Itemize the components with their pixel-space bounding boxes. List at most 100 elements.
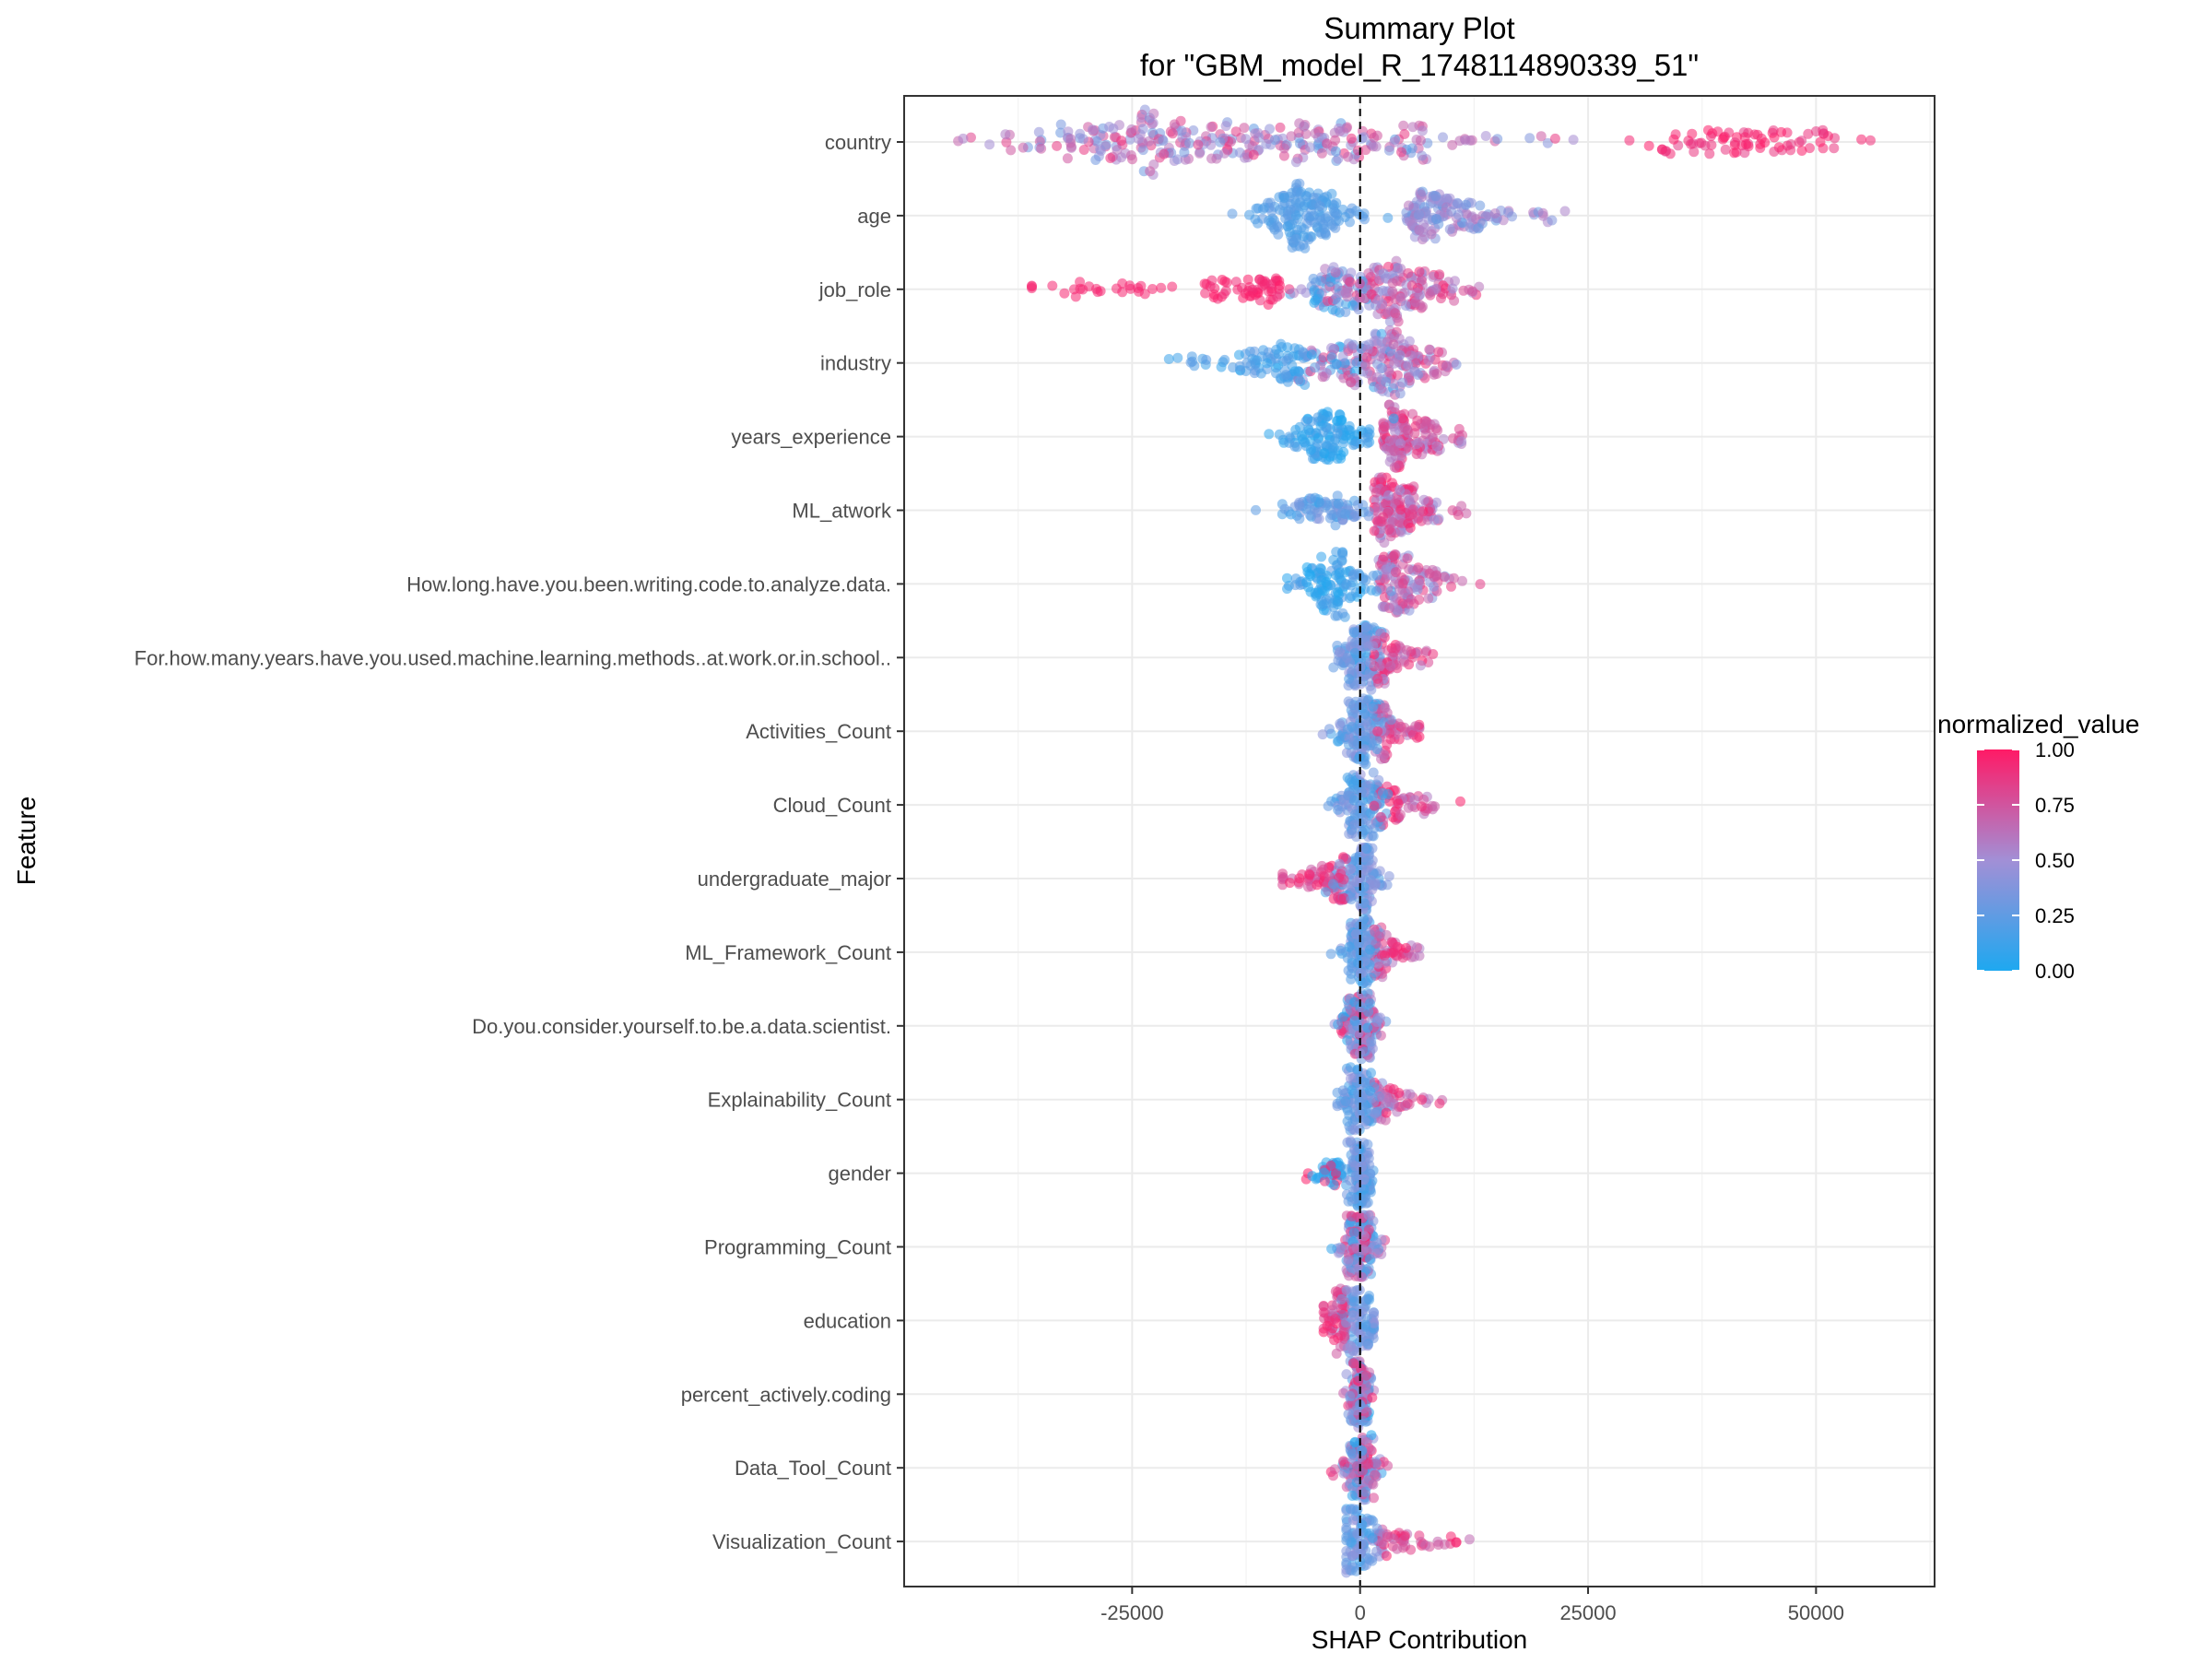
shap-point (1290, 157, 1301, 168)
shap-point (1305, 444, 1316, 455)
shap-point (1349, 439, 1360, 450)
shap-point (1729, 148, 1740, 159)
shap-point (1206, 122, 1217, 133)
shap-point (1310, 362, 1321, 373)
shap-point (1749, 129, 1760, 140)
shap-point (1194, 148, 1205, 159)
shap-point (1739, 148, 1750, 159)
shap-point (1375, 1030, 1386, 1041)
y-label-undergraduate-major: undergraduate_major (698, 867, 891, 891)
shap-point (1294, 873, 1305, 884)
shap-point (1344, 420, 1355, 431)
shap-point (1385, 661, 1396, 671)
shap-point (1167, 128, 1178, 139)
y-label-activities-count: Activities_Count (746, 720, 891, 743)
shap-point (1347, 1491, 1358, 1501)
shap-point (1348, 1227, 1359, 1238)
shap-point (1363, 268, 1374, 278)
shap-point (1145, 166, 1156, 177)
shap-point (1366, 684, 1377, 695)
shap-point (1397, 377, 1408, 388)
shap-point (1364, 1294, 1375, 1305)
shap-point (1370, 926, 1381, 938)
shap-point (1687, 128, 1698, 139)
shap-point (1200, 288, 1211, 299)
shap-point (1424, 288, 1435, 299)
shap-point (1147, 284, 1158, 294)
shap-point (1335, 453, 1347, 464)
shap-point (1796, 146, 1807, 156)
shap-point (1372, 726, 1383, 737)
shap-point (1328, 1470, 1338, 1481)
shap-point (1176, 125, 1187, 136)
shap-point (1228, 362, 1239, 373)
shap-point (1441, 360, 1453, 372)
shap-point (1704, 148, 1715, 159)
shap-point (1311, 591, 1322, 602)
shap-point (1362, 1022, 1373, 1033)
shap-point (1159, 148, 1170, 159)
shap-point (1233, 349, 1244, 360)
shap-point (1271, 368, 1281, 379)
shap-point (1027, 283, 1037, 294)
shap-point (1465, 135, 1476, 146)
shap-point (1399, 722, 1410, 733)
shap-point (1388, 413, 1399, 424)
y-label-explainability-count: Explainability_Count (708, 1089, 891, 1112)
shap-point (1275, 122, 1286, 133)
shap-point (1345, 657, 1356, 668)
shap-point (1411, 358, 1421, 369)
shap-point (1293, 366, 1303, 376)
shap-point (1318, 427, 1329, 438)
shap-point (1169, 119, 1180, 130)
shap-point (1294, 197, 1305, 208)
shap-point (1335, 1242, 1346, 1253)
shap-point (1333, 804, 1344, 815)
shap-point (1399, 656, 1410, 667)
shap-point (1316, 860, 1327, 871)
shap-point (1403, 598, 1414, 609)
shap-point (1337, 351, 1348, 362)
shap-point (1424, 344, 1435, 355)
shap-point (1433, 218, 1444, 230)
y-label-do-you-consider-yourself-to-be-a-data-scientist: Do.you.consider.yourself.to.be.a.data.sc… (472, 1015, 891, 1038)
shap-point (1095, 144, 1106, 155)
shap-point (1415, 135, 1426, 146)
shap-point (1055, 119, 1066, 130)
shap-point (1387, 286, 1398, 297)
shap-point (1306, 349, 1317, 360)
shap-point (1433, 1540, 1444, 1551)
shap-point (1382, 1531, 1393, 1542)
shap-point (1404, 564, 1415, 575)
shap-point (1289, 441, 1300, 452)
shap-point (1244, 209, 1254, 220)
shap-point (1290, 424, 1301, 435)
shap-point (1411, 449, 1422, 459)
y-label-job-role: job_role (818, 278, 891, 301)
shap-point (1340, 288, 1351, 299)
shap-point (1461, 199, 1471, 210)
shap-point (1193, 139, 1204, 150)
shap-point (1434, 269, 1445, 280)
shap-point (1077, 134, 1088, 145)
shap-point (1349, 647, 1360, 658)
shap-point (1208, 292, 1219, 302)
shap-point (1433, 347, 1444, 358)
shap-point (1062, 153, 1073, 164)
shap-point (1337, 1011, 1348, 1022)
shap-point (1334, 858, 1345, 869)
shap-point (1348, 626, 1359, 637)
shap-point (1300, 128, 1312, 139)
shap-point (1047, 280, 1058, 291)
shap-point (1201, 354, 1212, 365)
shap-point (1363, 1210, 1374, 1221)
shap-point (1347, 828, 1358, 839)
shap-point (1380, 564, 1391, 575)
shap-point (1318, 352, 1329, 363)
shap-point (1308, 210, 1319, 221)
shap-point (1326, 352, 1337, 363)
shap-point (1184, 137, 1195, 148)
shap-point (1428, 649, 1439, 659)
shap-point (1379, 551, 1390, 562)
shap-point (1000, 129, 1011, 140)
